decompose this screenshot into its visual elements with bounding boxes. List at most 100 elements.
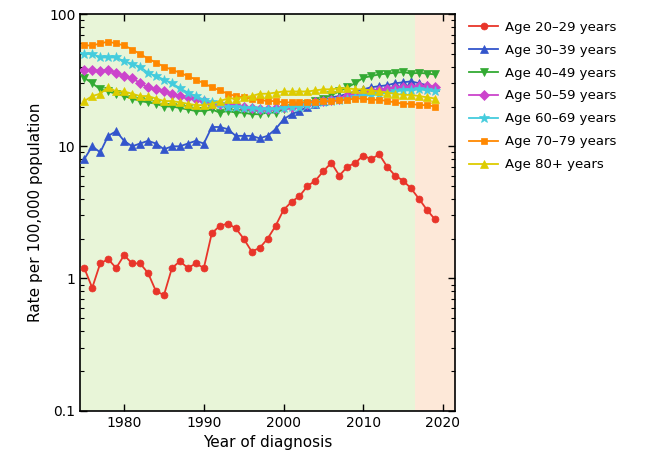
Age 20–29 years [152, 288, 160, 294]
Age 20–29 years [391, 173, 399, 178]
Age 70–79 years [96, 41, 104, 46]
Age 60–69 years [231, 104, 240, 110]
Age 60–69 years [431, 89, 439, 94]
Age 50–59 years [264, 107, 272, 112]
Age 20–29 years [136, 261, 144, 266]
Age 40–49 years [112, 91, 120, 97]
Age 30–39 years [391, 80, 399, 86]
Age 30–39 years [80, 156, 88, 162]
Age 70–79 years [264, 98, 272, 104]
Age 40–49 years [192, 108, 200, 114]
Age 20–29 years [128, 261, 136, 266]
Age 40–49 years [296, 104, 304, 110]
Age 50–59 years [120, 73, 128, 79]
Age 40–49 years [288, 105, 296, 111]
Age 60–69 years [96, 55, 104, 60]
Age 60–69 years [399, 87, 407, 93]
Age 60–69 years [343, 96, 351, 101]
Age 70–79 years [351, 96, 359, 101]
Age 70–79 years [272, 98, 280, 104]
Line: Age 20–29 years: Age 20–29 years [81, 151, 438, 298]
Age 50–59 years [272, 105, 280, 111]
Age 30–39 years [407, 78, 415, 84]
Age 70–79 years [168, 67, 176, 73]
Age 70–79 years [407, 101, 415, 107]
Age 50–59 years [288, 104, 296, 110]
Age 80+ years [280, 89, 288, 94]
Age 50–59 years [423, 84, 431, 89]
Age 20–29 years [200, 265, 208, 271]
Age 60–69 years [168, 80, 176, 86]
Line: Age 70–79 years: Age 70–79 years [81, 38, 438, 110]
Age 40–49 years [160, 104, 168, 110]
Age 20–29 years [407, 185, 415, 191]
Age 20–29 years [272, 223, 280, 229]
Age 60–69 years [335, 97, 343, 102]
Age 30–39 years [423, 83, 431, 88]
Age 30–39 years [319, 98, 327, 104]
Age 80+ years [415, 93, 423, 99]
Age 80+ years [296, 89, 304, 94]
Age 60–69 years [423, 87, 431, 93]
Age 80+ years [431, 96, 439, 101]
Age 50–59 years [240, 104, 248, 110]
Bar [80, 14, 415, 411]
Age 40–49 years [256, 111, 264, 117]
Age 30–39 years [200, 141, 208, 146]
Age 40–49 years [327, 92, 335, 98]
Age 80+ years [104, 84, 112, 90]
Age 70–79 years [160, 64, 168, 69]
Age 80+ years [407, 92, 415, 98]
Age 40–49 years [104, 89, 112, 94]
Age 50–59 years [88, 67, 96, 73]
Age 50–59 years [375, 87, 383, 93]
Age 50–59 years [128, 75, 136, 81]
Age 50–59 years [184, 94, 192, 100]
Age 70–79 years [415, 102, 423, 108]
Age 40–49 years [359, 75, 367, 81]
Age 70–79 years [216, 87, 224, 93]
Age 30–39 years [359, 86, 367, 92]
Age 70–79 years [399, 101, 407, 107]
Age 30–39 years [415, 80, 423, 86]
Line: Age 40–49 years: Age 40–49 years [80, 68, 439, 118]
Age 30–39 years [240, 133, 248, 139]
Age 60–69 years [184, 90, 192, 95]
Age 20–29 years [319, 168, 327, 174]
Age 40–49 years [375, 72, 383, 77]
Line: Age 60–69 years: Age 60–69 years [80, 49, 440, 114]
Age 20–29 years [296, 193, 304, 199]
Age 50–59 years [383, 86, 391, 92]
Age 30–39 years [128, 143, 136, 149]
Age 60–69 years [200, 97, 208, 102]
Age 50–59 years [176, 93, 184, 99]
Age 20–29 years [359, 153, 367, 159]
Age 80+ years [359, 86, 367, 92]
Age 80+ years [231, 96, 240, 101]
Age 20–29 years [168, 265, 176, 271]
Age 60–69 years [383, 90, 391, 95]
Age 80+ years [367, 87, 375, 93]
Age 80+ years [399, 92, 407, 98]
Age 30–39 years [160, 146, 168, 152]
Age 50–59 years [152, 86, 160, 92]
Age 50–59 years [192, 96, 200, 101]
Age 60–69 years [152, 73, 160, 79]
Age 80+ years [335, 85, 343, 91]
Age 20–29 years [176, 259, 184, 264]
Age 40–49 years [280, 107, 288, 112]
Age 50–59 years [200, 98, 208, 104]
Age 70–79 years [256, 97, 264, 102]
Age 40–49 years [383, 71, 391, 76]
Age 60–69 years [144, 70, 152, 76]
Age 40–49 years [152, 101, 160, 107]
Age 30–39 years [176, 143, 184, 149]
Age 70–79 years [208, 84, 216, 90]
Age 50–59 years [407, 84, 415, 90]
Age 80+ years [192, 102, 200, 108]
Age 30–39 years [296, 108, 304, 114]
Age 50–59 years [335, 96, 343, 101]
Age 80+ years [423, 94, 431, 100]
Age 60–69 years [136, 64, 144, 69]
Age 80+ years [80, 98, 88, 104]
